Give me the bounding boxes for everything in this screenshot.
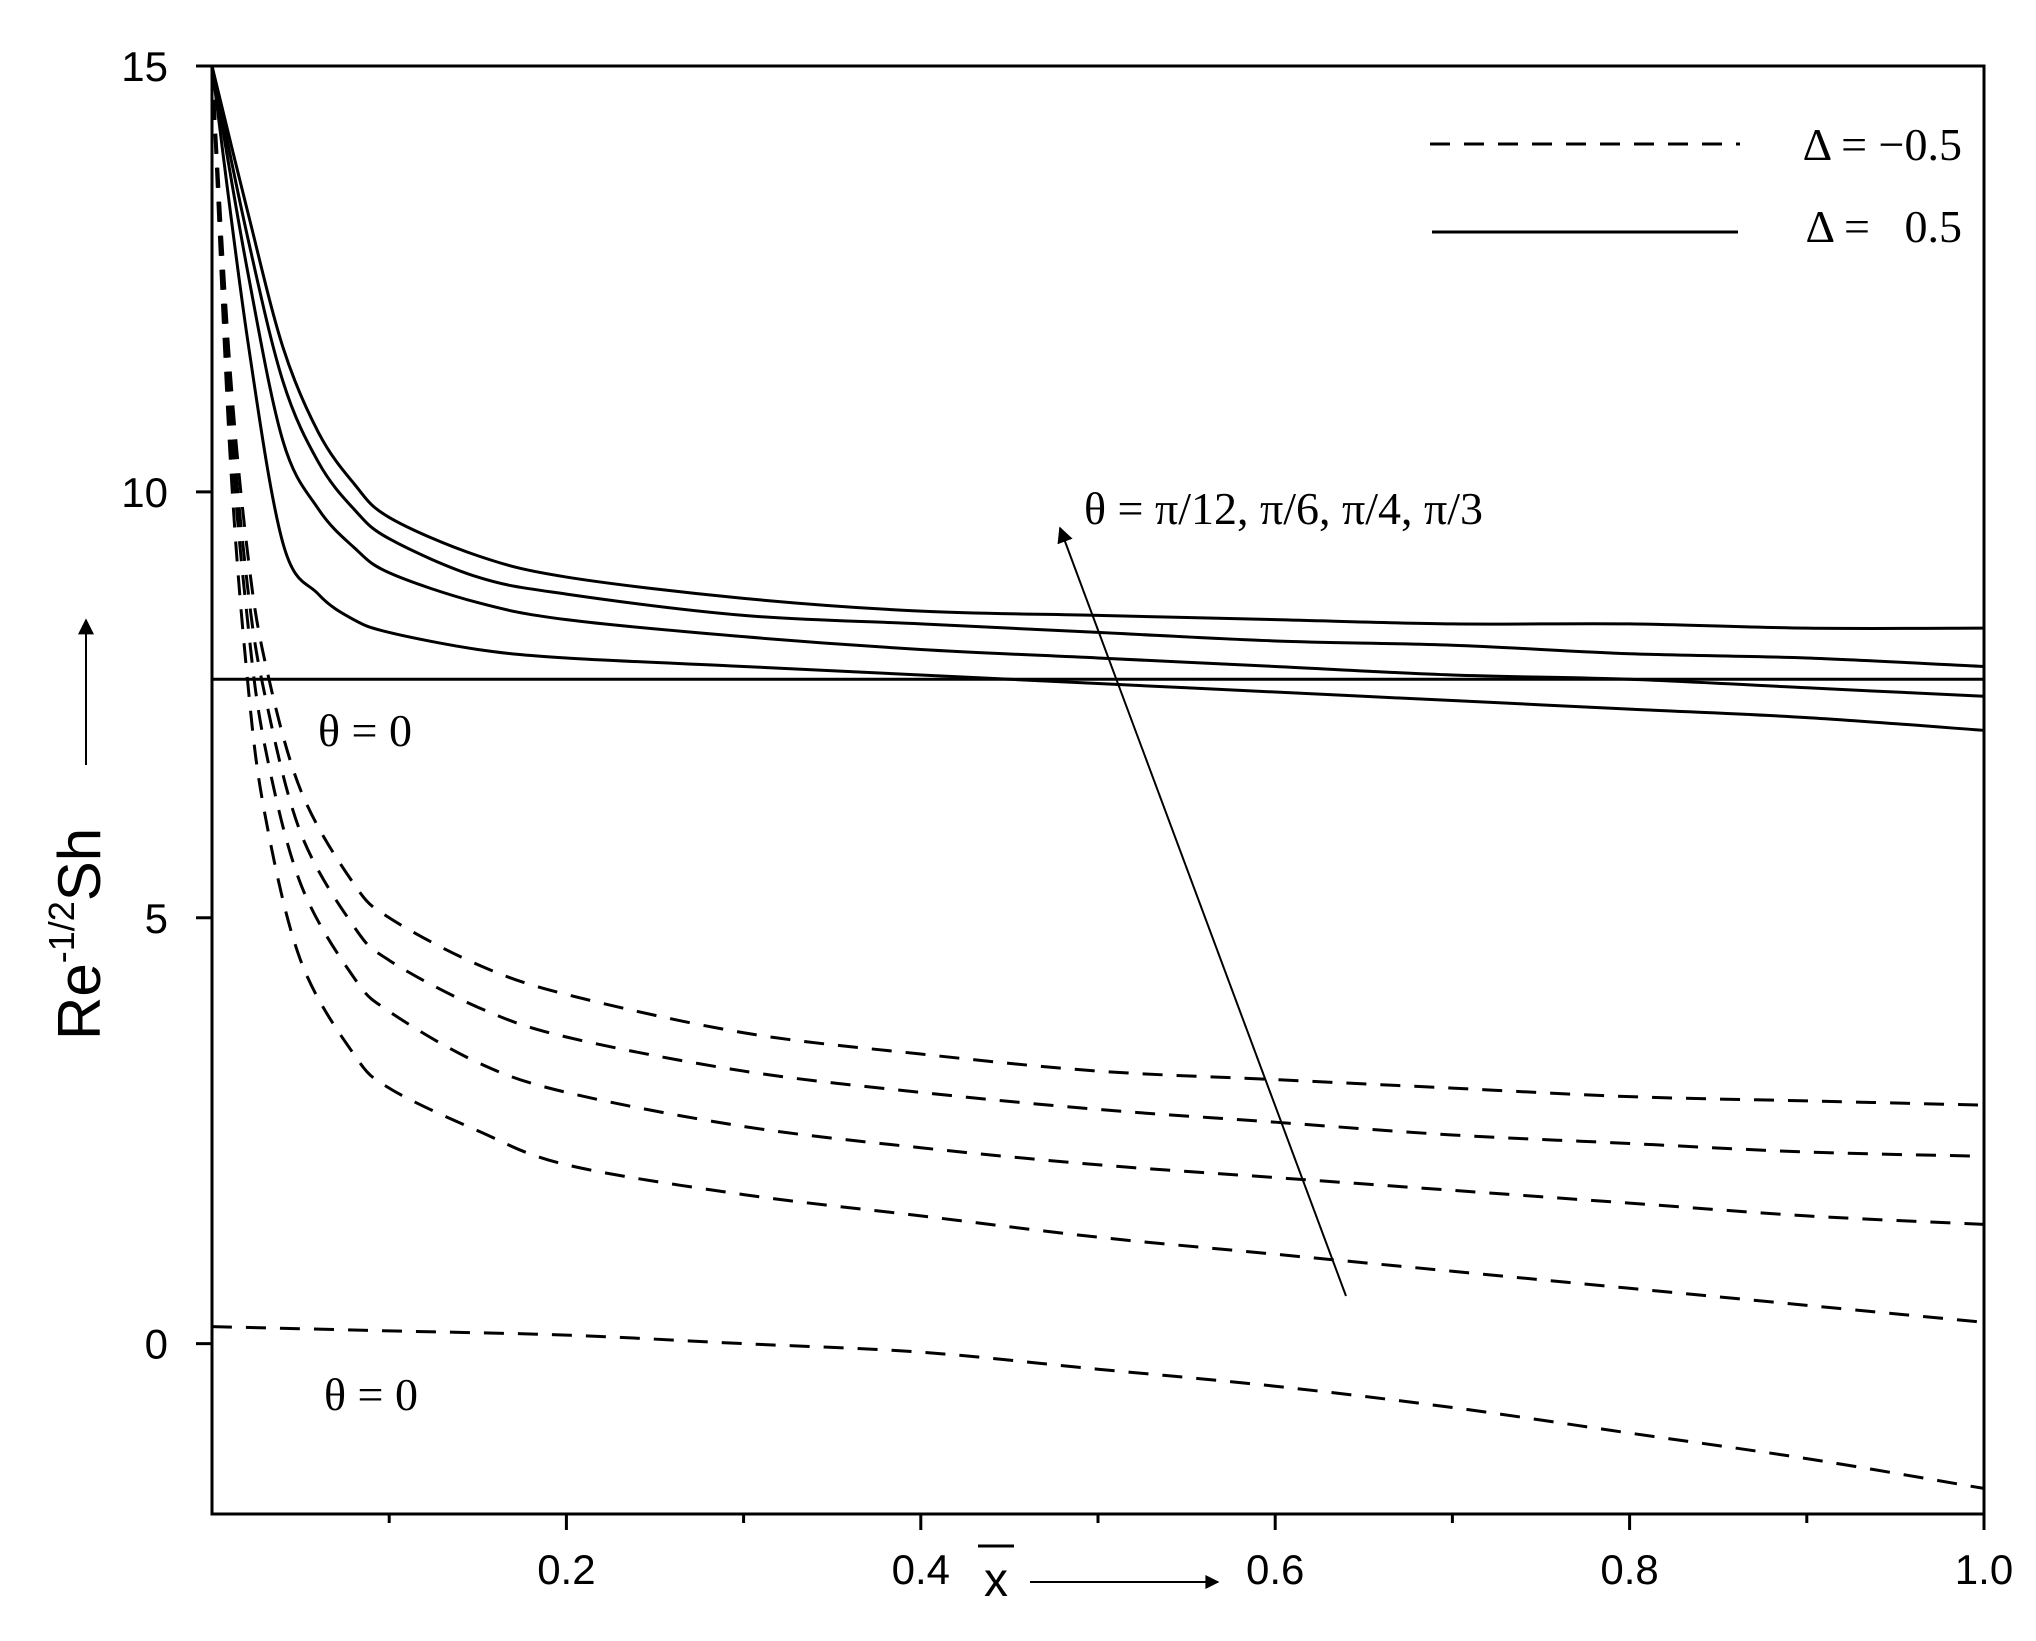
theta-zero-dashed-annotation: θ = 0 [324, 1369, 418, 1420]
legend: Δ = −0.5 Δ = 0.5 [1430, 119, 1962, 252]
theta-zero-solid-annotation: θ = 0 [318, 705, 412, 756]
y-axis-label-tail: Sh [46, 828, 113, 901]
y-tick-label: 0 [145, 1321, 168, 1368]
series-line-solid-1 [212, 66, 1984, 732]
series-line-solid-2 [212, 66, 1984, 698]
y-axis-label-base: Re [46, 963, 113, 1040]
series-line-dashed-6 [212, 66, 1984, 1324]
series-line-dashed-5 [212, 1325, 1984, 1490]
y-tick-label: 10 [121, 469, 168, 516]
theta-list-annotation: θ = π/12, π/6, π/4, π/3 [1084, 483, 1483, 534]
series-line-dashed-9 [212, 66, 1984, 1107]
plot-frame [210, 64, 1986, 1516]
x-axis-label: x [978, 1544, 1220, 1607]
svg-text:Re-1/2Sh: Re-1/2Sh [41, 828, 113, 1040]
series-line-dashed-7 [212, 66, 1984, 1226]
x-axis-label-text: x [984, 1554, 1008, 1607]
y-tick-label: 15 [121, 43, 168, 90]
increasing-theta-arrow [1057, 526, 1347, 1297]
series-layer [212, 66, 1984, 1490]
legend-dashed-label: Δ = −0.5 [1803, 119, 1962, 170]
series-line-dashed-8 [212, 66, 1984, 1158]
x-tick-label: 0.2 [537, 1546, 595, 1593]
series-line-solid-4 [212, 66, 1984, 630]
x-tick-label: 0.6 [1246, 1546, 1304, 1593]
legend-solid-label: Δ = 0.5 [1806, 201, 1963, 252]
y-axis-label: Re-1/2Sh [41, 618, 113, 1040]
series-line-solid-3 [212, 66, 1984, 668]
y-axis-label-exponent: -1/2 [41, 901, 82, 963]
y-tick-label: 5 [145, 895, 168, 942]
ticks-layer: 0.2 0.4 0.6 0.8 1.0 0 5 10 15 [121, 43, 2013, 1593]
x-tick-label: 0.8 [1600, 1546, 1658, 1593]
annotations: θ = π/12, π/6, π/4, π/3 θ = 0 θ = 0 [318, 483, 1483, 1420]
x-tick-label: 1.0 [1955, 1546, 2013, 1593]
x-tick-label: 0.4 [892, 1546, 950, 1593]
